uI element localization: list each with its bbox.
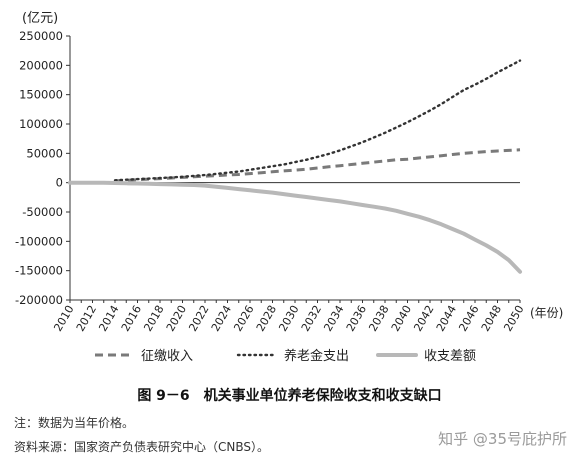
figure-caption: 图 9－6 机关事业单位养老保险收支和收支缺口: [137, 388, 442, 404]
x-tick-label: 2050: [501, 303, 526, 334]
y-tick-label: 250000: [19, 29, 63, 43]
series-line-2: [113, 59, 522, 182]
x-tick-label: 2042: [411, 303, 436, 334]
source-note: 资料来源：国家资产负债表研究中心（CNBS）。: [14, 440, 269, 454]
x-tick-label: 2044: [434, 303, 459, 334]
y-tick-label: -150000: [15, 264, 63, 278]
x-tick-label: 2024: [209, 303, 234, 334]
x-tick-label: 2030: [276, 303, 301, 334]
x-tick-label: 2038: [366, 303, 391, 334]
x-tick-label: 2016: [119, 303, 144, 334]
x-tick-label: 2032: [299, 303, 324, 334]
series-line-3: [68, 180, 522, 274]
x-tick-label: 2048: [479, 303, 504, 334]
x-tick-label: 2040: [389, 303, 414, 334]
x-tick-label: 2034: [321, 303, 346, 334]
x-tick-label: 2012: [74, 303, 99, 334]
y-tick-label: 200000: [19, 58, 63, 72]
data-note: 注：数据为当年价格。: [14, 416, 135, 430]
legend-label-1: 征缴收入: [141, 349, 193, 364]
x-tick-label: 2036: [344, 303, 369, 334]
y-tick-label: 50000: [26, 146, 63, 160]
x-unit-label: (年份): [530, 306, 563, 320]
x-tick-label: 2046: [456, 303, 481, 334]
y-tick-label: 0: [56, 176, 63, 190]
y-tick-label: 150000: [19, 88, 63, 102]
x-tick-label: 2014: [96, 303, 121, 334]
x-tick-label: 2028: [254, 303, 279, 334]
legend-label-3: 收支差额: [424, 349, 476, 364]
x-tick-label: 2022: [186, 303, 211, 334]
x-tick-label: 2010: [51, 303, 76, 334]
chart-axes: (亿元) 250000 200000 150000 100000 50000 0 -50000…: [15, 11, 563, 334]
watermark: 知乎 @35号庇护所: [438, 430, 567, 448]
y-unit-label: (亿元): [22, 11, 58, 26]
y-tick-label: 100000: [19, 117, 63, 131]
y-tick-label: -100000: [15, 234, 63, 248]
x-tick-label: 2020: [164, 303, 189, 334]
y-tick-label: -200000: [15, 293, 63, 307]
legend: 征缴收入 养老金支出 收支差额: [95, 348, 476, 364]
x-tick-label: 2018: [141, 303, 166, 334]
legend-label-2: 养老金支出: [284, 348, 349, 364]
x-tick-label: 2026: [231, 303, 256, 334]
series-layer: [68, 59, 522, 274]
y-tick-label: -50000: [22, 205, 63, 219]
